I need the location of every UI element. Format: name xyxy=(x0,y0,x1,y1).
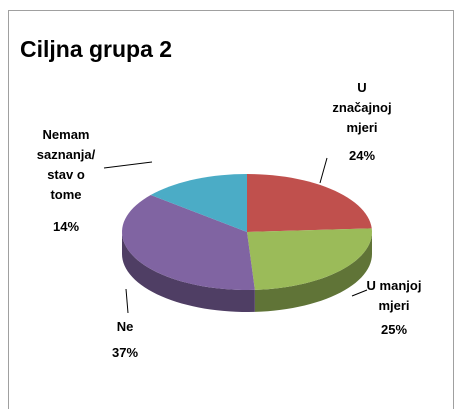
data-label-category: Ne xyxy=(116,319,134,334)
pie-slice xyxy=(247,174,372,232)
leader-line xyxy=(125,288,129,314)
leader-line xyxy=(319,157,328,184)
pie-slice xyxy=(122,195,255,290)
pie-slice xyxy=(150,174,247,232)
pie-slice-side xyxy=(254,232,372,312)
leader-line xyxy=(103,161,153,169)
data-label-value: 37% xyxy=(111,345,139,360)
data-label-category: U značajnoj mjeri xyxy=(332,80,392,135)
data-label-value: 14% xyxy=(52,219,80,234)
pie-slice-side xyxy=(122,232,255,312)
data-label-category: Nemam saznanja/ stav o tome xyxy=(36,127,96,202)
chart-frame xyxy=(8,10,454,409)
chart-title: Ciljna grupa 2 xyxy=(20,36,173,62)
pie-slice xyxy=(247,228,372,290)
data-label-value: 24% xyxy=(348,148,376,163)
data-label-value: 25% xyxy=(380,322,408,337)
data-label-category: U manjoj mjeri xyxy=(366,278,422,313)
leader-line xyxy=(351,289,368,297)
